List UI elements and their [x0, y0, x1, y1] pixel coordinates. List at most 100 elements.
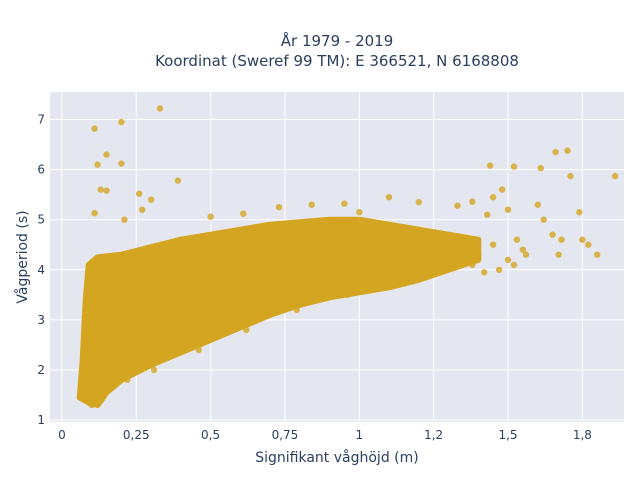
y-tick-label: 5: [37, 213, 45, 227]
y-axis-ticks: 1 2 3 4 5 6 7: [37, 113, 45, 427]
data-point: [97, 291, 104, 298]
data-point: [311, 276, 318, 283]
data-point: [320, 261, 327, 268]
data-point: [451, 256, 458, 263]
x-tick-label: 0: [58, 428, 66, 442]
x-tick-label: 1,8: [573, 428, 592, 442]
data-point: [100, 261, 107, 268]
data-point: [82, 392, 89, 400]
data-point: [266, 281, 274, 288]
data-point: [219, 286, 226, 293]
data-point: [109, 326, 116, 334]
data-point: [94, 306, 101, 313]
data-point: [231, 256, 238, 263]
data-point: [252, 311, 259, 318]
data-point: [171, 306, 179, 313]
data-point: [534, 201, 541, 208]
data-point: [469, 198, 476, 205]
chart-title-line1: År 1979 - 2019: [281, 31, 394, 50]
data-point: [201, 331, 208, 339]
data-point: [121, 256, 128, 263]
data-point: [195, 346, 202, 354]
y-tick-label: 1: [37, 413, 45, 427]
point-cloud-dense-region: [76, 216, 482, 408]
data-point: [489, 241, 497, 248]
data-point: [415, 199, 422, 206]
data-point: [112, 311, 119, 318]
data-point: [278, 251, 286, 258]
data-point: [510, 163, 518, 170]
data-point: [213, 301, 220, 308]
data-point: [91, 389, 98, 396]
data-point: [611, 172, 619, 180]
data-point: [272, 266, 280, 273]
data-point: [540, 216, 547, 223]
data-point: [552, 148, 559, 156]
data-point: [362, 261, 369, 268]
x-tick-label: 1: [355, 428, 363, 442]
data-point: [302, 291, 309, 298]
data-point: [91, 321, 98, 329]
x-axis-ticks: 0 0,25 0,5 0,75 1 1,2 1,5 1,8: [58, 428, 592, 442]
data-point: [162, 336, 170, 344]
data-point: [258, 296, 265, 303]
data-point: [165, 321, 173, 329]
data-point: [136, 316, 143, 323]
data-point: [207, 213, 214, 220]
x-tick-label: 0,75: [272, 428, 299, 442]
data-point: [115, 266, 122, 273]
data-point: [537, 164, 544, 172]
x-tick-label: 0,25: [123, 428, 150, 442]
data-point: [118, 281, 125, 288]
x-tick-label: 1,5: [498, 428, 517, 442]
data-point: [558, 236, 565, 243]
data-point: [475, 251, 482, 258]
data-point: [118, 118, 125, 126]
data-point: [186, 261, 193, 268]
data-point: [510, 261, 518, 268]
data-point: [489, 194, 497, 201]
data-point: [243, 326, 250, 334]
data-point: [439, 241, 446, 248]
data-point: [142, 286, 149, 293]
data-point: [139, 301, 146, 308]
data-point: [106, 371, 113, 379]
data-point: [293, 306, 300, 313]
y-axis-label: Vågperiod (s): [14, 210, 31, 303]
data-point: [421, 266, 428, 273]
data-point: [97, 186, 104, 193]
data-point: [91, 125, 98, 132]
data-point: [379, 236, 387, 243]
data-point: [192, 251, 199, 258]
data-point: [106, 341, 113, 349]
data-point: [150, 366, 158, 374]
x-tick-label: 0,5: [201, 428, 220, 442]
data-point: [88, 336, 95, 344]
data-point: [94, 161, 101, 168]
data-point: [156, 105, 164, 112]
data-point: [326, 246, 333, 253]
data-point: [430, 251, 437, 258]
data-point: [454, 202, 461, 209]
data-point: [85, 351, 92, 359]
data-point: [237, 246, 244, 253]
data-point: [139, 271, 146, 278]
data-point: [240, 210, 247, 217]
data-point: [549, 231, 556, 238]
data-point: [403, 246, 411, 253]
data-points: [79, 105, 619, 409]
data-point: [103, 151, 110, 158]
data-point: [344, 291, 351, 298]
data-point: [139, 206, 146, 213]
y-tick-label: 6: [37, 163, 45, 177]
data-point: [394, 261, 402, 268]
data-point: [88, 401, 95, 409]
x-tick-label: 1,2: [424, 428, 443, 442]
data-point: [385, 194, 393, 201]
data-point: [585, 241, 592, 248]
data-point: [103, 187, 110, 194]
data-point: [103, 386, 110, 394]
data-point: [335, 236, 342, 243]
data-point: [504, 206, 512, 213]
